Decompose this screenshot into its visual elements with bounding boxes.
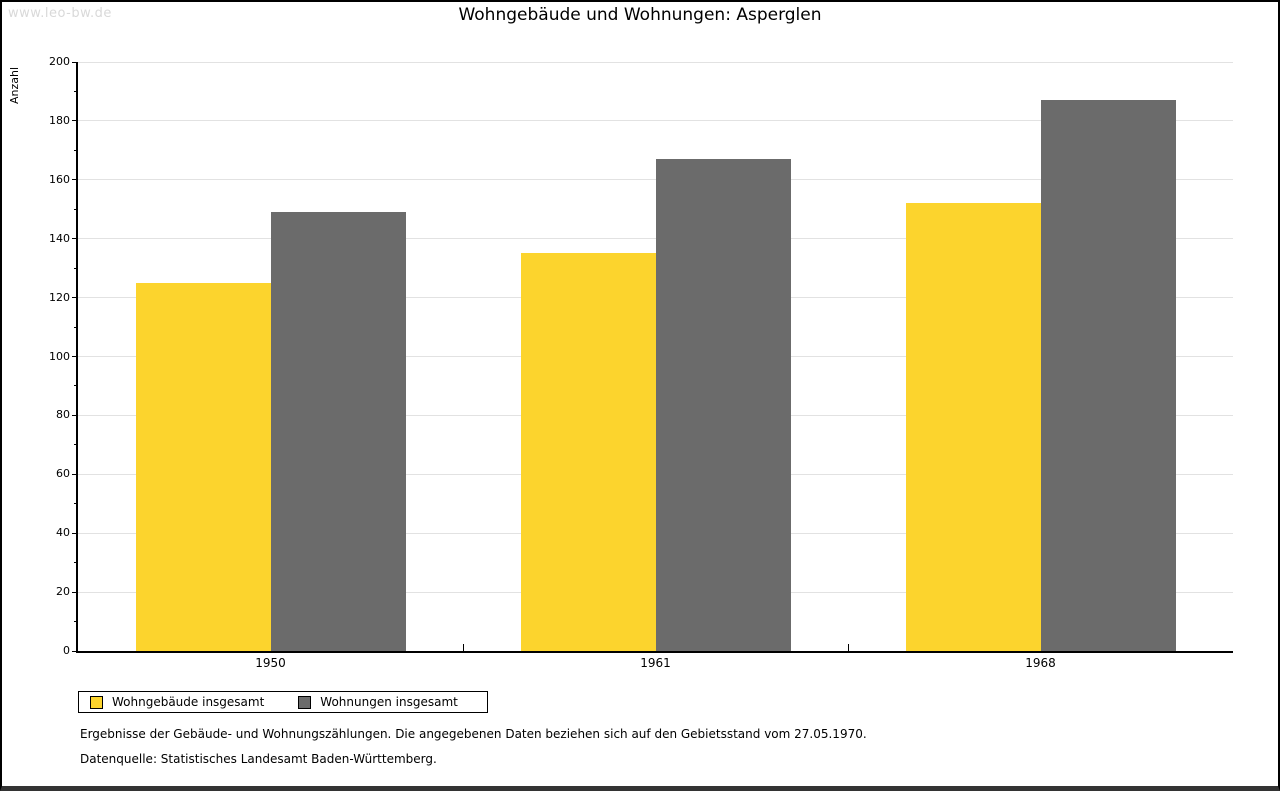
- y-axis-tick: [74, 90, 78, 92]
- legend: Wohngebäude insgesamt Wohnungen insgesam…: [78, 691, 488, 713]
- y-axis-tick: [74, 562, 78, 564]
- footnote-line-1: Ergebnisse der Gebäude- und Wohnungszähl…: [80, 727, 867, 741]
- y-axis-title: Anzahl: [8, 66, 21, 104]
- y-axis-tick-label: 160: [49, 172, 70, 186]
- y-axis-tick: [72, 356, 78, 357]
- y-axis-tick: [72, 532, 78, 534]
- y-axis-tick-label: 0: [63, 644, 70, 657]
- legend-item-wohnungen: Wohnungen insgesamt: [298, 695, 458, 709]
- x-axis-label: 1968: [1025, 656, 1056, 670]
- y-axis-tick: [72, 297, 78, 299]
- y-axis-tick: [74, 385, 78, 387]
- legend-swatch-wohngebaeude: [90, 695, 103, 709]
- legend-swatch-wohnungen: [298, 695, 312, 709]
- x-axis-label: 1950: [255, 656, 286, 670]
- y-axis-tick: [74, 326, 78, 328]
- y-axis-tick: [74, 149, 78, 151]
- y-axis-tick-label: 100: [49, 349, 70, 363]
- chart-title: Wohngebäude und Wohnungen: Asperglen: [458, 5, 822, 25]
- bar-wohnungen-1968: [1040, 100, 1176, 651]
- footnote-line-2: Datenquelle: Statistisches Landesamt Bad…: [80, 752, 437, 766]
- y-axis-tick-label: 60: [56, 467, 70, 481]
- bar-wohngebaeude-1968: [905, 203, 1041, 651]
- gridline: [78, 120, 1233, 122]
- y-axis-tick: [72, 650, 78, 652]
- y-axis-tick: [72, 120, 78, 122]
- plot-area: 0 20 40 60 80 100 120 140 160 180 200 1950 1961 1968: [49, 55, 1233, 670]
- y-axis-tick-label: 180: [49, 113, 70, 127]
- y-axis-tick-label: 140: [49, 231, 70, 245]
- y-axis-tick-label: 40: [56, 526, 70, 540]
- y-axis-tick-label: 20: [56, 585, 70, 599]
- bar-wohnungen-1950: [270, 212, 406, 651]
- y-axis-tick: [72, 61, 78, 63]
- y-axis-tick: [74, 267, 78, 269]
- bar-wohngebaeude-1961: [520, 253, 656, 651]
- y-axis-tick: [74, 444, 78, 446]
- y-axis-tick: [74, 503, 78, 505]
- y-axis-tick: [72, 414, 78, 416]
- bar-wohngebaeude-1950: [135, 282, 271, 651]
- watermark: www.leo-bw.de: [8, 6, 112, 21]
- y-axis-tick: [72, 473, 78, 475]
- y-axis-tick: [74, 208, 78, 210]
- y-axis-tick: [74, 621, 78, 623]
- y-axis-tick-label: 80: [56, 408, 70, 422]
- bar-wohnungen-1961: [655, 159, 791, 651]
- x-axis-tick: [848, 644, 849, 651]
- legend-label-wohngebaeude: Wohngebäude insgesamt: [112, 695, 265, 709]
- legend-label-wohnungen: Wohnungen insgesamt: [320, 695, 458, 709]
- y-axis-tick: [72, 179, 78, 181]
- x-axis-tick: [463, 644, 464, 651]
- y-axis-tick-label: 120: [49, 290, 70, 304]
- legend-item-wohngebaeude: Wohngebäude insgesamt: [90, 695, 264, 709]
- y-axis-tick: [72, 591, 78, 593]
- gridline: [78, 61, 1233, 63]
- y-axis-tick-label: 200: [49, 55, 70, 68]
- y-axis-tick: [72, 238, 78, 240]
- x-axis-label: 1961: [640, 656, 671, 670]
